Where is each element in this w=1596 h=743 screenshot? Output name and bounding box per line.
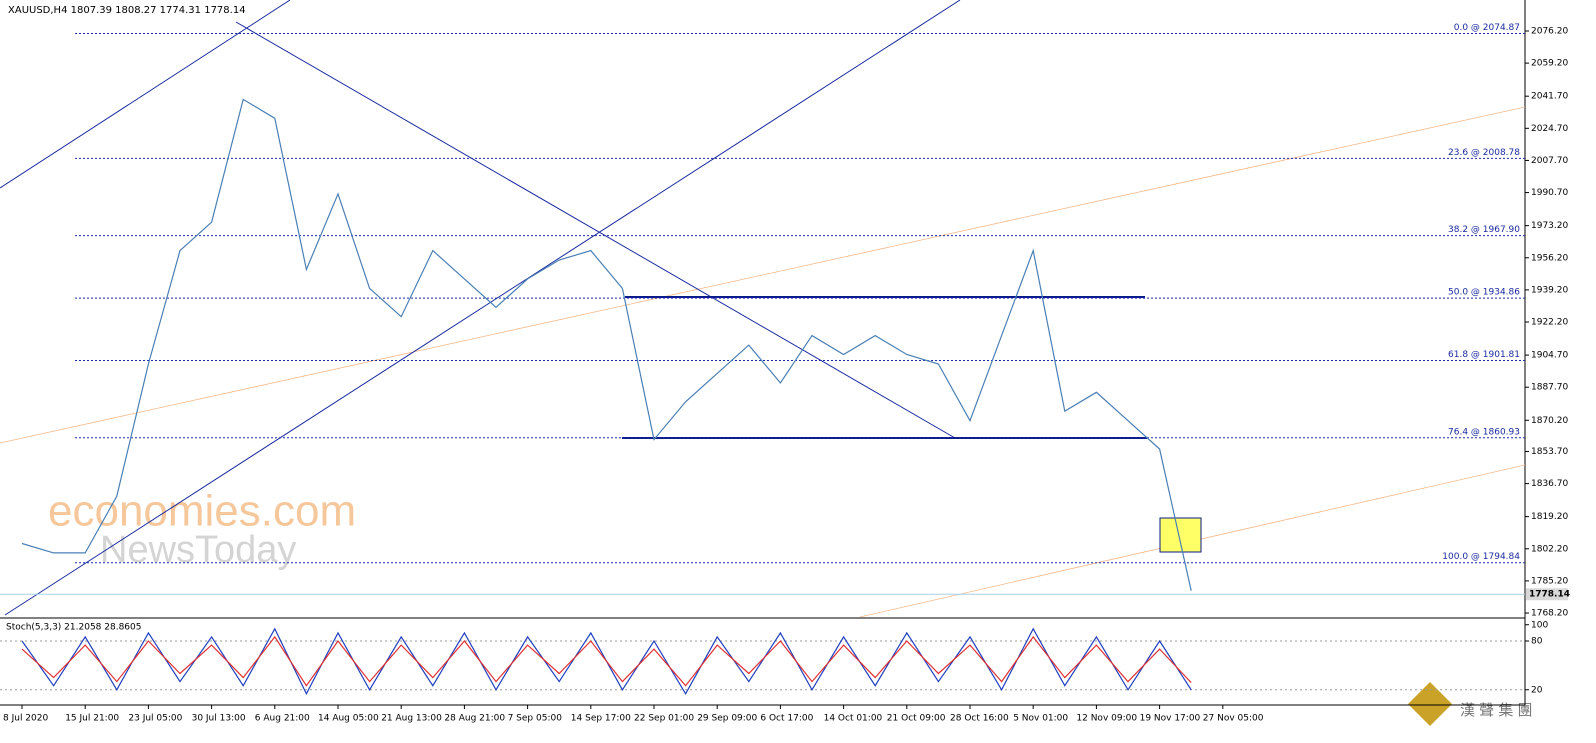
y-tick-label: 1904.70	[1531, 351, 1568, 361]
y-tick-label: 1853.70	[1531, 447, 1568, 457]
fib-label: 23.6 @ 2008.78	[1448, 148, 1520, 158]
watermark-text: NewsToday	[100, 529, 296, 571]
logo-text: 漢 聲 集 團	[1460, 702, 1533, 719]
logo	[1408, 682, 1452, 726]
x-tick-label: 28 Oct 16:00	[950, 714, 1009, 724]
x-tick-label: 21 Aug 13:00	[381, 714, 442, 724]
x-tick-label: 22 Sep 01:00	[634, 714, 694, 724]
x-tick-label: 28 Aug 21:00	[444, 714, 505, 724]
x-tick-label: 19 Nov 17:00	[1140, 714, 1201, 724]
x-tick-label: 6 Aug 21:00	[255, 714, 310, 724]
y-tick-label: 1973.20	[1531, 221, 1568, 231]
fib-label: 50.0 @ 1934.86	[1448, 288, 1520, 298]
y-tick-label: 1768.20	[1531, 609, 1568, 619]
indicator-title: Stoch(5,3,3) 21.2058 28.8605	[6, 623, 141, 633]
fib-label: 76.4 @ 1860.93	[1448, 427, 1520, 437]
trend-line	[0, 0, 291, 189]
y-tick-label: 2076.20	[1531, 26, 1568, 36]
x-tick-label: 7 Sep 05:00	[508, 714, 563, 724]
data-line	[21, 98, 1192, 591]
y-tick-label: 2059.20	[1531, 59, 1568, 69]
x-tick-label: 29 Sep 09:00	[697, 714, 757, 724]
x-tick-label: 30 Jul 13:00	[192, 714, 246, 724]
trend-line	[235, 21, 956, 439]
fib-label: 61.8 @ 1901.81	[1448, 350, 1520, 360]
fib-label: 38.2 @ 1967.90	[1448, 225, 1520, 235]
y-tick-label: 1939.20	[1531, 285, 1568, 295]
trend-line	[4, 0, 961, 616]
fib-label: 100.0 @ 1794.84	[1442, 552, 1520, 562]
chart-title: XAUUSD,H4 1807.39 1808.27 1774.31 1778.1…	[8, 5, 246, 16]
highlight-box	[1159, 517, 1202, 553]
trend-line	[0, 106, 1526, 444]
x-tick-label: 14 Sep 17:00	[571, 714, 631, 724]
y-tick-label: 1819.20	[1531, 512, 1568, 522]
x-tick-label: 27 Nov 05:00	[1203, 714, 1264, 724]
x-tick-label: 23 Jul 05:00	[128, 714, 182, 724]
x-tick-label: 8 Jul 2020	[3, 714, 48, 724]
x-tick-label: 15 Jul 21:00	[65, 714, 119, 724]
x-tick-label: 21 Oct 09:00	[887, 714, 946, 724]
x-tick-label: 14 Oct 01:00	[824, 714, 883, 724]
y-tick-label: 1990.70	[1531, 188, 1568, 198]
last-price-box	[1526, 588, 1568, 601]
y-tick-label: 1802.20	[1531, 544, 1568, 554]
y-tick-label: 2041.70	[1531, 92, 1568, 102]
x-tick-label: 6 Oct 17:00	[760, 714, 813, 724]
fib-label: 0.0 @ 2074.87	[1454, 23, 1520, 33]
y-tick-label: 2024.70	[1531, 124, 1568, 134]
y-tick-label: 1785.20	[1531, 576, 1568, 586]
y-tick-label: 1870.20	[1531, 416, 1568, 426]
y-tick-label: 80	[1531, 637, 1543, 647]
y-tick-label: 20	[1531, 685, 1543, 695]
y-tick-label: 2007.70	[1531, 156, 1568, 166]
y-tick-label: 1922.20	[1531, 318, 1568, 328]
y-tick-label: 1836.70	[1531, 479, 1568, 489]
x-tick-label: 14 Aug 05:00	[318, 714, 379, 724]
y-tick-label: 1956.20	[1531, 253, 1568, 263]
x-tick-label: 12 Nov 09:00	[1076, 714, 1137, 724]
x-tick-label: 5 Nov 01:00	[1013, 714, 1068, 724]
data-line	[21, 635, 1192, 687]
last-price-label: 1778.14	[1529, 590, 1570, 600]
y-tick-label: 1887.70	[1531, 383, 1568, 393]
y-tick-label: 100	[1531, 620, 1548, 630]
